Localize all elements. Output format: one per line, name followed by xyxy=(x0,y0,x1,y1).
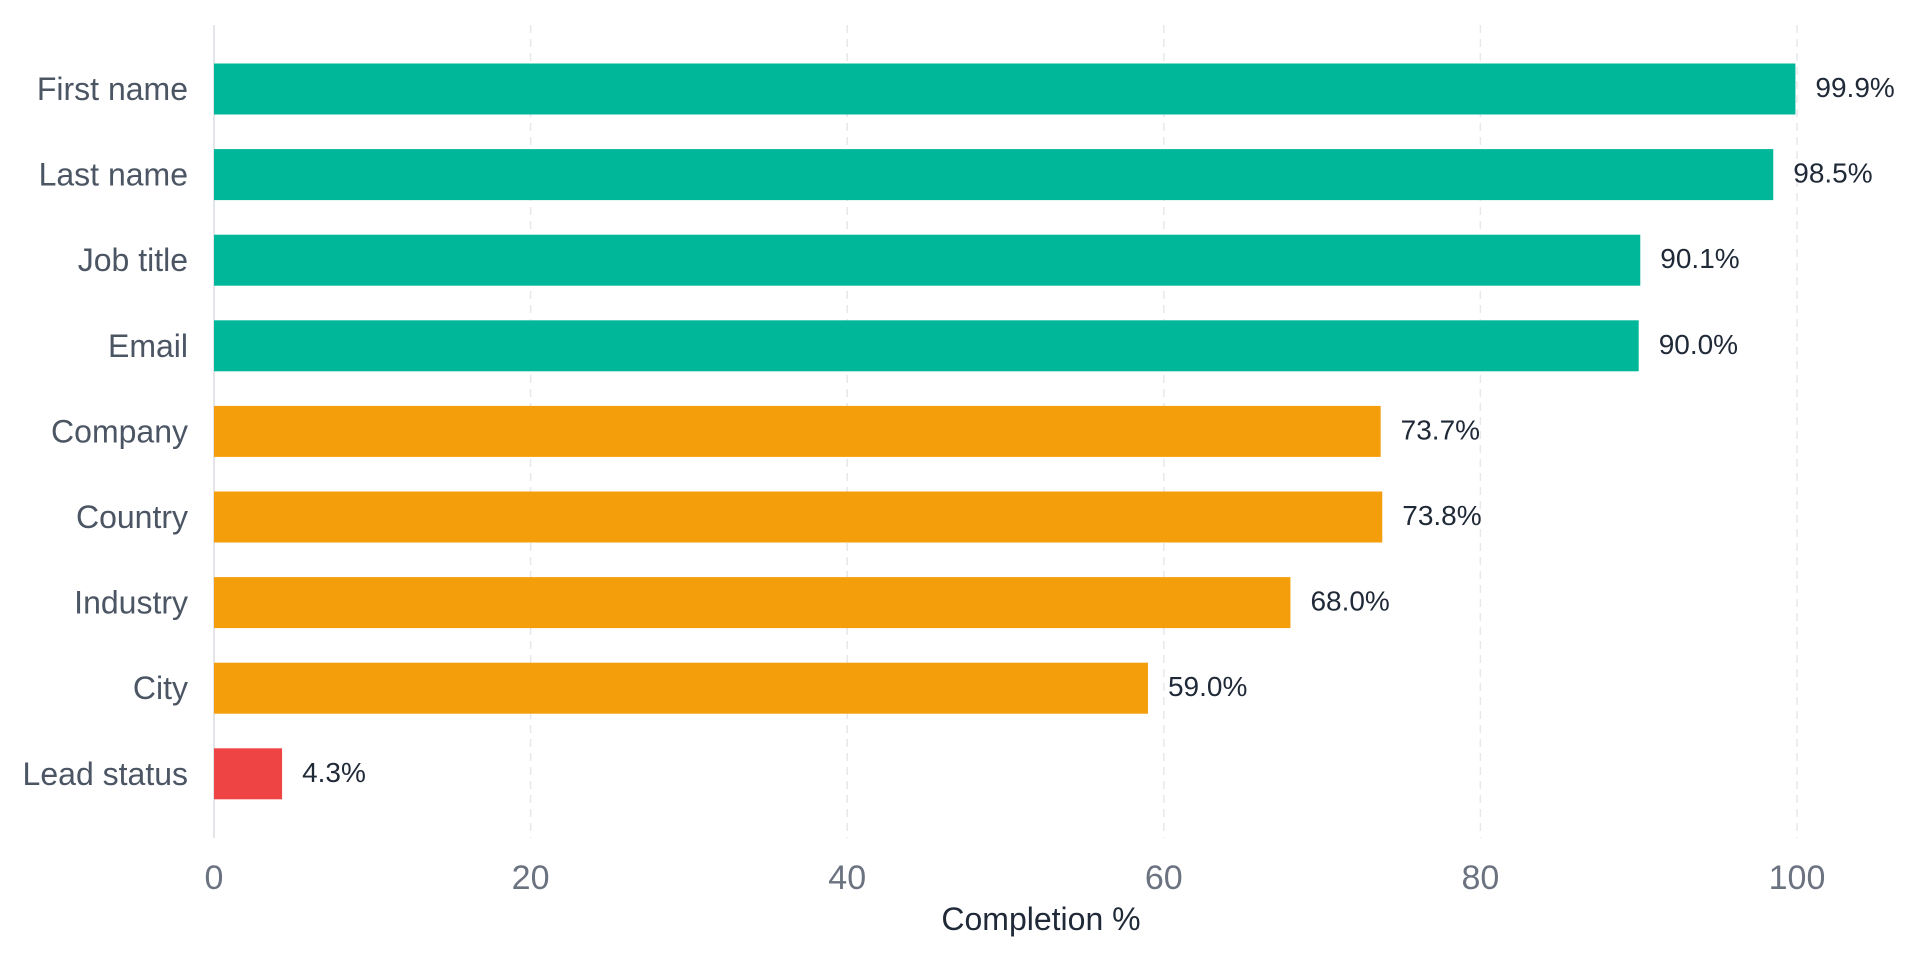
data-label: 90.0% xyxy=(1659,329,1738,360)
bar xyxy=(214,748,283,800)
bar xyxy=(214,149,1774,201)
data-label: 98.5% xyxy=(1793,158,1872,189)
bar xyxy=(214,234,1641,286)
data-label: 99.9% xyxy=(1815,72,1894,103)
bar xyxy=(214,320,1639,372)
category-label: First name xyxy=(37,71,188,107)
value-labels: 99.9% 98.5% 90.1% 90.0% 73.7% 73.8% 68.0% 59.0%… xyxy=(302,72,1895,788)
x-tick-label: 80 xyxy=(1461,859,1499,897)
category-label: Country xyxy=(76,499,188,535)
category-label: Industry xyxy=(74,585,188,621)
category-label: City xyxy=(133,670,188,706)
x-tick-label: 0 xyxy=(205,859,224,897)
data-label: 68.0% xyxy=(1310,586,1389,617)
category-label: Job title xyxy=(78,242,188,278)
bars xyxy=(214,63,1796,800)
bar xyxy=(214,491,1383,543)
category-label: Lead status xyxy=(23,756,188,792)
bar xyxy=(214,405,1381,457)
bar xyxy=(214,577,1291,629)
x-axis-ticks: 0 20 40 60 80 100 xyxy=(205,859,1826,897)
x-axis-title: Completion % xyxy=(941,901,1140,937)
category-label: Last name xyxy=(39,157,188,193)
data-label: 73.8% xyxy=(1402,500,1481,531)
category-label: Company xyxy=(51,413,188,449)
x-tick-label: 20 xyxy=(512,859,550,897)
x-tick-label: 40 xyxy=(828,859,866,897)
category-labels: First name Last name Job title Email Company… xyxy=(23,71,188,792)
data-label: 90.1% xyxy=(1660,243,1739,274)
data-label: 73.7% xyxy=(1401,414,1480,445)
data-label: 59.0% xyxy=(1168,671,1247,702)
bar xyxy=(214,63,1796,115)
bar xyxy=(214,662,1148,714)
category-label: Email xyxy=(108,328,188,364)
x-tick-label: 60 xyxy=(1145,859,1183,897)
data-label: 4.3% xyxy=(302,757,366,788)
x-tick-label: 100 xyxy=(1769,859,1826,897)
